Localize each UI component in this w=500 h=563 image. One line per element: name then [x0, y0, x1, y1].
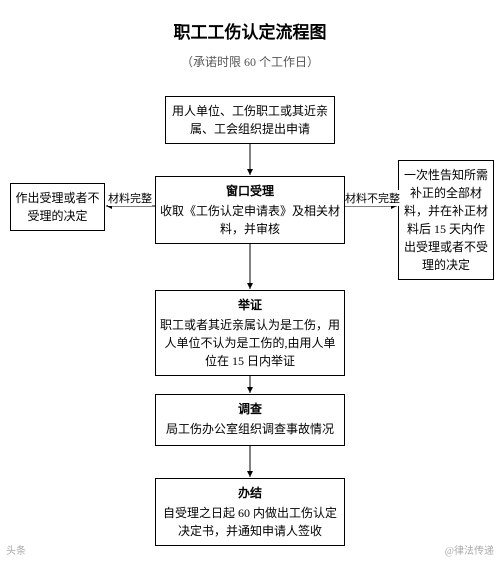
- node-decision-right: 一次性告知所需补正的全部材料，并在补正材料后 15 天内作出受理或者不受理的决定: [398, 160, 494, 280]
- edge-label-incomplete: 材料不完整: [345, 190, 400, 206]
- node-evidence-text: 职工或者其近亲属认为是工伤，用人单位不认为是工伤的,由用人单位在 15 日内举证: [160, 318, 340, 368]
- node-evidence-title: 举证: [160, 296, 340, 314]
- node-investigate-text: 局工伤办公室组织调查事故情况: [166, 422, 334, 436]
- diagram-subtitle: （承诺时限 60 个工作日）: [0, 53, 500, 70]
- node-apply-text: 用人单位、工伤职工或其近亲属、工会组织提出申请: [172, 104, 328, 136]
- node-right-text: 一次性告知所需补正的全部材料，并在补正材料后 15 天内作出受理或者不受理的决定: [404, 168, 488, 272]
- node-apply: 用人单位、工伤职工或其近亲属、工会组织提出申请: [165, 96, 335, 144]
- node-investigate-title: 调查: [160, 400, 340, 418]
- watermark-left: 头条: [6, 542, 26, 557]
- node-left-text: 作出受理或者不受理的决定: [15, 191, 99, 223]
- watermark-right: @律法传递: [445, 542, 494, 557]
- node-close-text: 自受理之日起 60 内做出工伤认定决定书，并通知申请人签收: [163, 506, 337, 538]
- node-decision-left: 作出受理或者不受理的决定: [10, 183, 105, 231]
- node-investigate: 调查 局工伤办公室组织调查事故情况: [155, 394, 345, 446]
- node-accept-title: 窗口受理: [160, 182, 340, 200]
- node-evidence: 举证 职工或者其近亲属认为是工伤，用人单位不认为是工伤的,由用人单位在 15 日…: [155, 290, 345, 376]
- node-accept-text: 收取《工伤认定申请表》及相关材料，并审核: [160, 204, 340, 236]
- node-close-title: 办结: [160, 484, 340, 502]
- node-close: 办结 自受理之日起 60 内做出工伤认定决定书，并通知申请人签收: [155, 478, 345, 546]
- node-accept: 窗口受理 收取《工伤认定申请表》及相关材料，并审核: [155, 176, 345, 244]
- edge-label-complete: 材料完整: [108, 190, 152, 206]
- diagram-title: 职工工伤认定流程图: [0, 0, 500, 43]
